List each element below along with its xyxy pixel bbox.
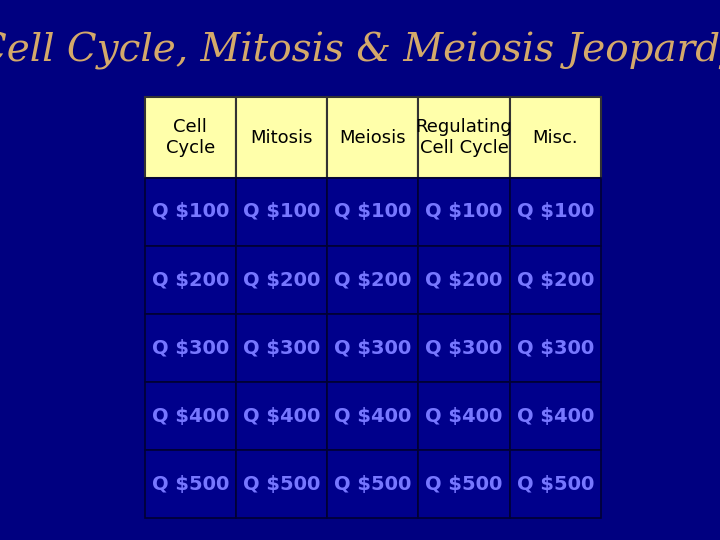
Bar bbox=[418, 178, 510, 246]
Bar bbox=[145, 97, 236, 178]
Bar bbox=[510, 314, 601, 382]
Bar bbox=[510, 382, 601, 450]
Text: Q $500: Q $500 bbox=[243, 475, 320, 494]
Text: Q $400: Q $400 bbox=[151, 407, 229, 426]
Text: Cell
Cycle: Cell Cycle bbox=[166, 118, 215, 157]
Bar bbox=[418, 246, 510, 314]
Bar bbox=[327, 382, 418, 450]
Bar bbox=[510, 178, 601, 246]
Text: Meiosis: Meiosis bbox=[340, 129, 406, 146]
Text: Q $100: Q $100 bbox=[243, 202, 320, 221]
Text: Q $100: Q $100 bbox=[517, 202, 594, 221]
Bar bbox=[236, 314, 327, 382]
Text: Q $200: Q $200 bbox=[426, 271, 503, 289]
Text: Q $300: Q $300 bbox=[152, 339, 229, 357]
Text: Q $300: Q $300 bbox=[243, 339, 320, 357]
Bar bbox=[327, 97, 418, 178]
Bar bbox=[145, 314, 236, 382]
Text: Q $400: Q $400 bbox=[334, 407, 412, 426]
Text: Q $500: Q $500 bbox=[426, 475, 503, 494]
Bar bbox=[145, 450, 236, 518]
Bar bbox=[327, 246, 418, 314]
Text: Q $200: Q $200 bbox=[334, 271, 412, 289]
Bar bbox=[236, 178, 327, 246]
Text: Q $300: Q $300 bbox=[426, 339, 503, 357]
Text: Q $400: Q $400 bbox=[426, 407, 503, 426]
Bar bbox=[145, 246, 236, 314]
Bar bbox=[510, 246, 601, 314]
Bar bbox=[236, 246, 327, 314]
Text: Q $500: Q $500 bbox=[151, 475, 229, 494]
Bar bbox=[236, 97, 327, 178]
Text: Q $100: Q $100 bbox=[151, 202, 229, 221]
Bar bbox=[327, 314, 418, 382]
Bar bbox=[236, 450, 327, 518]
Bar bbox=[510, 450, 601, 518]
Bar bbox=[327, 178, 418, 246]
Text: Q $500: Q $500 bbox=[334, 475, 412, 494]
Bar bbox=[236, 382, 327, 450]
Text: Q $200: Q $200 bbox=[151, 271, 229, 289]
Bar bbox=[418, 450, 510, 518]
Bar bbox=[418, 314, 510, 382]
Text: Mitosis: Mitosis bbox=[251, 129, 312, 146]
Text: Q $100: Q $100 bbox=[426, 202, 503, 221]
Text: Q $300: Q $300 bbox=[517, 339, 594, 357]
Bar bbox=[510, 97, 601, 178]
Text: Q $200: Q $200 bbox=[517, 271, 594, 289]
Text: Q $400: Q $400 bbox=[243, 407, 320, 426]
Text: Q $200: Q $200 bbox=[243, 271, 320, 289]
Bar bbox=[327, 450, 418, 518]
Bar bbox=[418, 97, 510, 178]
Bar bbox=[418, 382, 510, 450]
Bar bbox=[145, 178, 236, 246]
Text: Q $100: Q $100 bbox=[334, 202, 412, 221]
Text: Q $500: Q $500 bbox=[517, 475, 594, 494]
Text: Misc.: Misc. bbox=[533, 129, 578, 146]
Text: Q $400: Q $400 bbox=[517, 407, 594, 426]
Text: Cell Cycle, Mitosis & Meiosis Jeopardy: Cell Cycle, Mitosis & Meiosis Jeopardy bbox=[0, 32, 720, 70]
Text: Regulating
Cell Cycle: Regulating Cell Cycle bbox=[415, 118, 513, 157]
Text: Q $300: Q $300 bbox=[334, 339, 411, 357]
Bar bbox=[145, 382, 236, 450]
